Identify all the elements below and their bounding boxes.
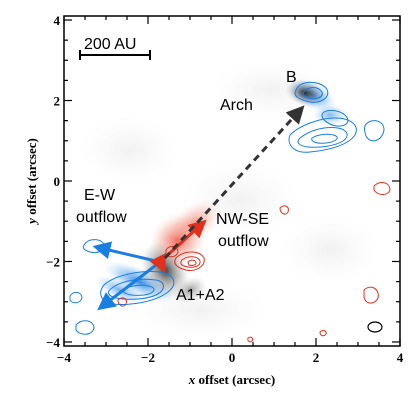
label-b: B xyxy=(286,69,297,86)
x-axis-title: x offset (arcsec) xyxy=(188,372,275,387)
x-tick-label: −2 xyxy=(141,350,155,365)
black-contour xyxy=(367,321,383,333)
y-tick-label: −4 xyxy=(46,335,60,350)
a-to-b-arrow xyxy=(163,105,305,260)
label-nwse-outflow-2: outflow xyxy=(218,233,269,250)
label-a1a2: A1+A2 xyxy=(176,287,225,304)
label-nwse-outflow-1: NW-SE xyxy=(216,211,269,228)
x-tick-label: −4 xyxy=(57,350,71,365)
scale-bar: 200 AU xyxy=(79,36,151,60)
y-tick-label: 2 xyxy=(54,94,61,109)
x-tick-label: 0 xyxy=(229,350,236,365)
y-tick-label: 4 xyxy=(54,13,61,28)
y-tick-label: 0 xyxy=(54,174,61,189)
scale-bar-label: 200 AU xyxy=(84,36,136,53)
y-tick-label: −2 xyxy=(46,254,60,269)
plot-area xyxy=(69,60,391,343)
y-axis-title: y offset (arcsec) xyxy=(24,138,39,226)
arch-contours xyxy=(288,81,385,153)
label-ew-outflow-2: outflow xyxy=(76,209,127,226)
x-tick-label: 4 xyxy=(397,350,404,365)
label-arch: Arch xyxy=(220,97,253,114)
continuum-b xyxy=(285,79,325,107)
label-ew-outflow-1: E-W xyxy=(84,187,116,204)
x-axis-ticks: −4 −2 0 2 4 xyxy=(57,16,404,365)
y-axis-ticks: −4 −2 0 2 4 xyxy=(46,13,400,350)
x-tick-label: 2 xyxy=(313,350,320,365)
